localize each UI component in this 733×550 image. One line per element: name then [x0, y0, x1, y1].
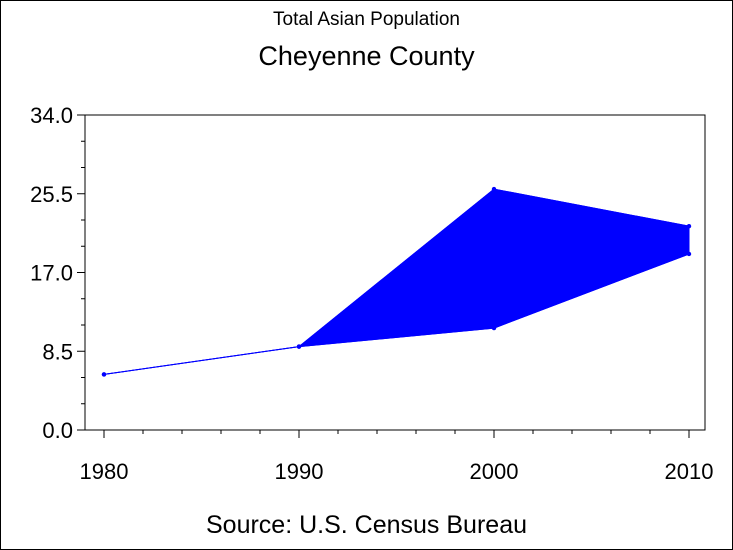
y-axis: 0.0 8.5 17.0 25.5 34.0	[30, 103, 85, 443]
y-tick-label: 0.0	[42, 418, 73, 443]
y-tick-label: 8.5	[42, 339, 73, 364]
area-band	[103, 188, 690, 375]
y-tick-label: 25.5	[30, 182, 73, 207]
data-point	[491, 325, 497, 331]
data-point	[686, 251, 692, 257]
y-tick-label: 17.0	[30, 261, 73, 286]
data-point	[101, 372, 107, 377]
x-tick-label: 1980	[80, 459, 129, 484]
data-point	[686, 223, 692, 229]
x-tick-label: 2000	[470, 459, 519, 484]
source-note: Source: U.S. Census Bureau	[206, 511, 527, 539]
series-lower-line	[103, 253, 690, 375]
x-axis: 1980 1990 2000 2010	[80, 430, 714, 484]
data-point	[296, 344, 302, 349]
y-tick-label: 34.0	[30, 103, 73, 128]
x-tick-label: 1990	[275, 459, 324, 484]
chart-title: Total Asian Population	[273, 9, 460, 30]
x-tick-label: 2010	[665, 459, 714, 484]
data-marks	[101, 186, 692, 377]
data-point	[491, 186, 497, 192]
chart-subtitle: Cheyenne County	[258, 41, 475, 71]
